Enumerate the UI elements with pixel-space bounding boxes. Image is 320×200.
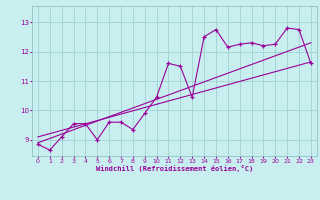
X-axis label: Windchill (Refroidissement éolien,°C): Windchill (Refroidissement éolien,°C): [96, 165, 253, 172]
